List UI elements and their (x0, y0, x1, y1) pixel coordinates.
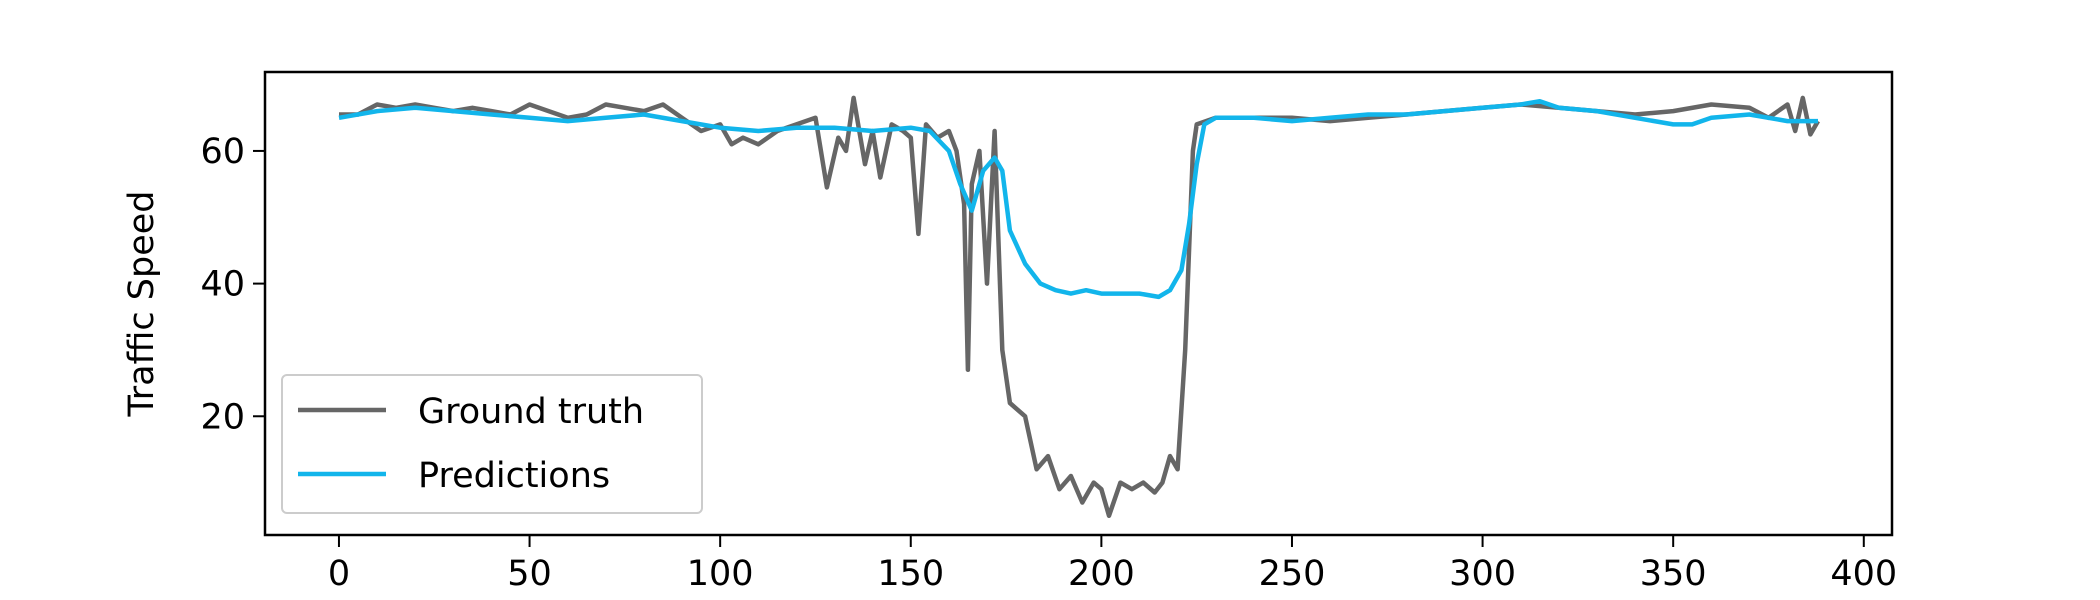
series-line-predictions (338, 98, 1818, 300)
y-axis: 20 40 60 (200, 132, 265, 437)
x-tick-label: 150 (877, 554, 944, 594)
x-tick-label: 200 (1068, 554, 1135, 594)
y-axis-label: Traffic Speed (122, 191, 162, 418)
x-tick-label: 400 (1830, 554, 1897, 594)
x-tick-label: 300 (1449, 554, 1516, 594)
x-tick-label: 0 (328, 554, 350, 594)
y-tick-label: 60 (200, 132, 245, 172)
x-tick-label: 350 (1640, 554, 1707, 594)
y-tick-label: 40 (200, 265, 245, 305)
plot-lines (338, 95, 1820, 519)
plot-frame (263, 70, 1894, 537)
x-tick-label: 100 (687, 554, 754, 594)
legend-box (281, 374, 703, 514)
x-tick-label: 50 (507, 554, 552, 594)
y-tick-label: 20 (200, 397, 245, 437)
legend-label: Predictions (418, 456, 610, 496)
legend: Ground truth Predictions (281, 374, 703, 514)
legend-label: Ground truth (418, 392, 644, 432)
x-tick-label: 250 (1259, 554, 1326, 594)
x-axis: 0 50 100 150 200 250 300 350 400 (328, 535, 1897, 594)
